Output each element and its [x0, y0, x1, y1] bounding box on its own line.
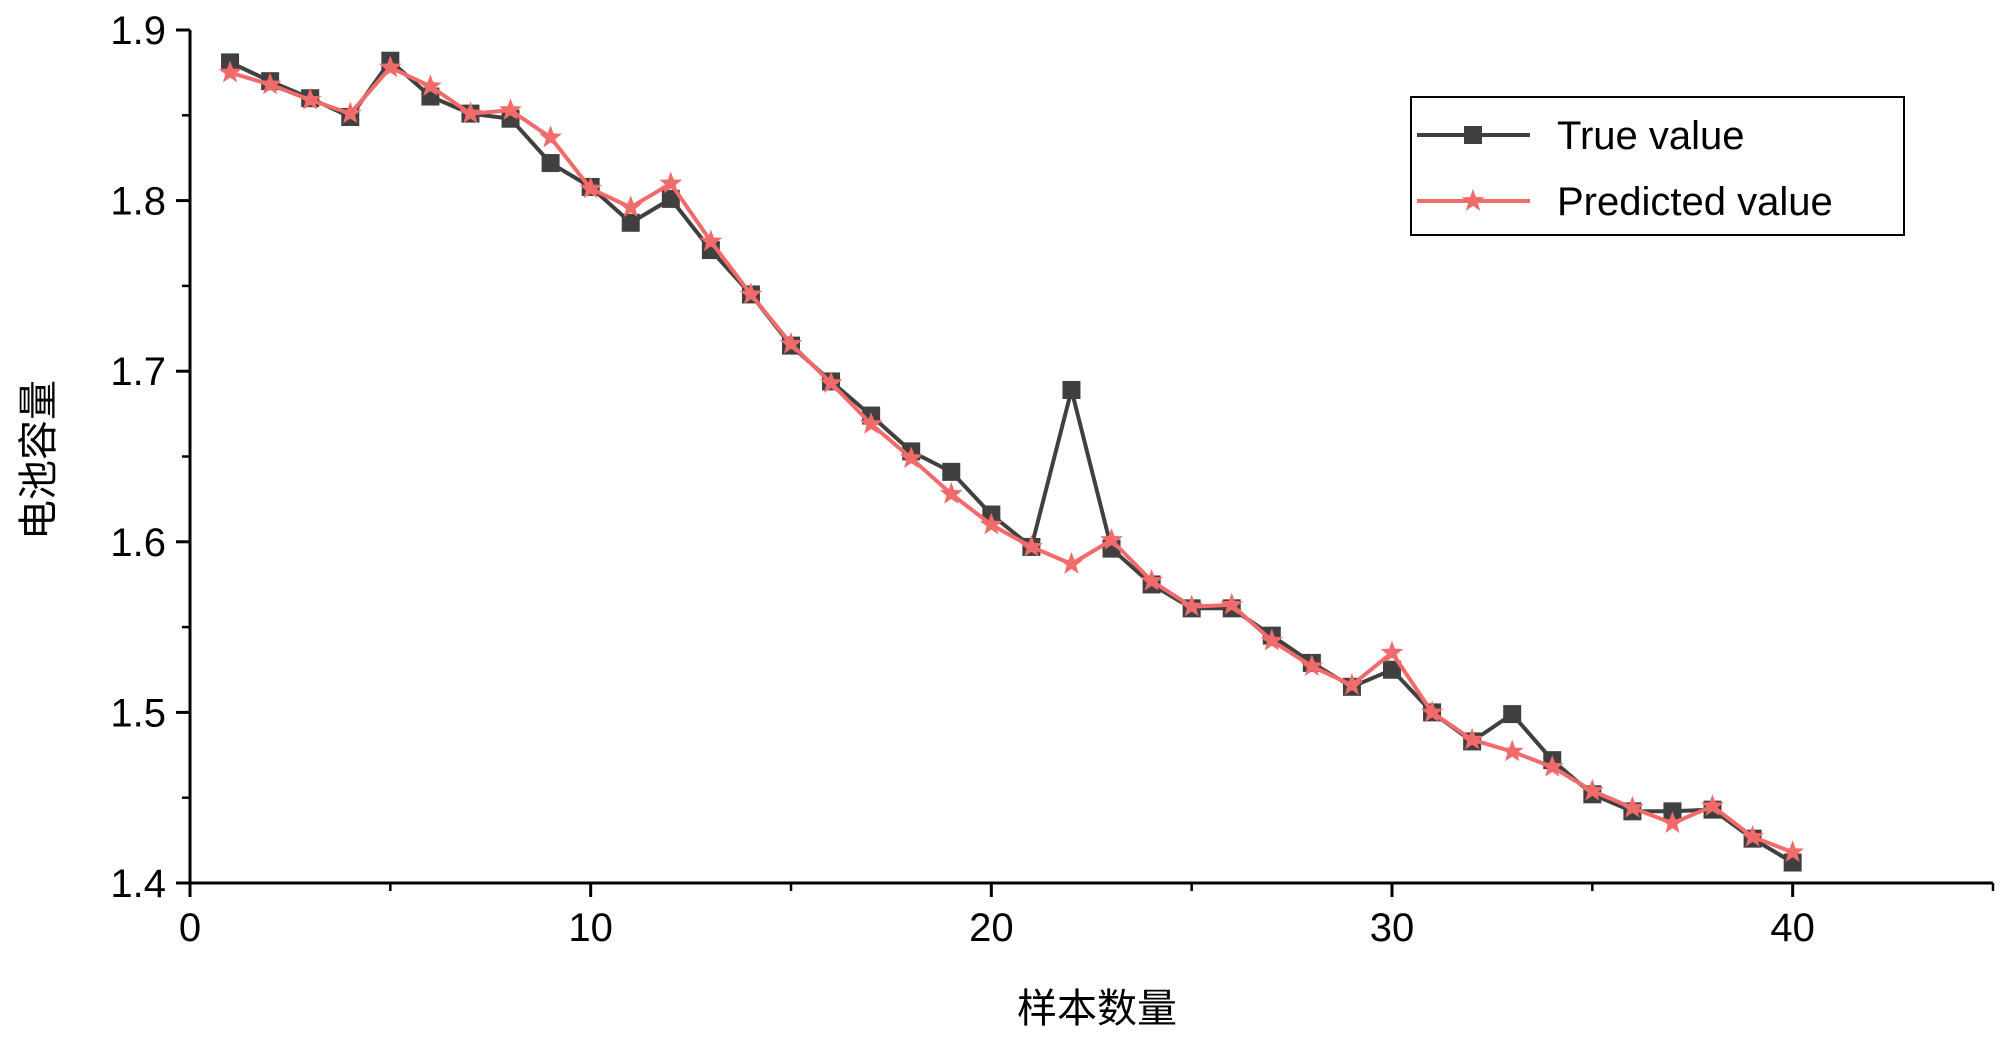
data-point: [659, 171, 683, 194]
data-point: [1062, 380, 1081, 399]
data-point: [579, 176, 603, 199]
data-point: [661, 189, 680, 208]
data-point: [1100, 528, 1123, 550]
data-point: [779, 331, 803, 354]
data-point: [859, 412, 883, 434]
data-point: [1140, 569, 1163, 591]
data-point: [258, 72, 282, 95]
data-point: [621, 213, 640, 232]
data-point: [541, 154, 560, 173]
series: [218, 51, 1805, 872]
data-point: [1661, 811, 1684, 833]
series-line: [229, 58, 1794, 865]
data-point: [1503, 705, 1522, 724]
data-point: [939, 482, 963, 504]
legend-label: True value: [1557, 114, 1745, 158]
data-point: [942, 462, 961, 481]
data-point: [1260, 628, 1284, 651]
x-axis-title: 样本数量: [1017, 986, 1177, 1032]
data-point: [819, 371, 843, 393]
data-point: [419, 74, 442, 96]
y-tick-label: 1.5: [110, 691, 166, 735]
legend-label: Predicted value: [1557, 180, 1833, 224]
data-point: [218, 60, 242, 83]
x-tick-label: 20: [969, 906, 1014, 950]
data-point: [1663, 802, 1682, 821]
series-line: [229, 65, 1794, 855]
legend-marker: [1461, 189, 1485, 211]
data-point: [1420, 700, 1444, 723]
data-point: [1220, 592, 1244, 615]
data-point: [619, 195, 643, 218]
x-tick-label: 0: [179, 906, 201, 950]
data-point: [1460, 727, 1484, 750]
y-axis-title: 电池容量: [16, 380, 62, 540]
data-point: [979, 512, 1003, 535]
y-tick-label: 1.8: [110, 180, 166, 224]
data-point: [1380, 640, 1404, 663]
data-point: [1580, 778, 1604, 801]
data-point: [1540, 755, 1564, 777]
data-point: [1180, 594, 1204, 617]
x-tick-label: 30: [1370, 906, 1415, 950]
data-point: [499, 98, 522, 120]
data-point: [1781, 840, 1805, 862]
x-tick-label: 40: [1770, 906, 1815, 950]
data-point: [298, 87, 322, 110]
data-point: [1060, 552, 1083, 574]
data-point: [378, 55, 402, 78]
ticks: 0 10 20 30 40 1.4 1.5 1.6 1.7 1.8 1.9: [110, 9, 1995, 950]
data-point: [1020, 534, 1043, 557]
data-point: [1621, 795, 1644, 818]
y-tick-label: 1.9: [110, 9, 166, 53]
data-point: [539, 125, 562, 148]
data-point: [1741, 824, 1764, 847]
legend-entries: True value Predicted value: [1417, 114, 1833, 224]
data-point: [699, 229, 723, 252]
data-point: [1340, 673, 1364, 695]
legend-marker: [1464, 126, 1482, 144]
data-point: [459, 101, 482, 124]
legend-box: [1410, 96, 1905, 236]
data-point: [1300, 654, 1324, 676]
y-tick-label: 1.4: [110, 862, 166, 906]
data-point: [1500, 739, 1524, 762]
data-point: [338, 101, 362, 124]
y-tick-label: 1.7: [110, 350, 166, 394]
data-point: [1383, 660, 1401, 679]
data-point: [1701, 794, 1724, 816]
series-predicted-value: [218, 55, 1805, 862]
y-tick-label: 1.6: [110, 521, 166, 565]
data-point: [899, 446, 923, 468]
legend: True value Predicted value: [1410, 96, 1905, 236]
data-point: [739, 282, 763, 305]
x-tick-label: 10: [568, 906, 613, 950]
